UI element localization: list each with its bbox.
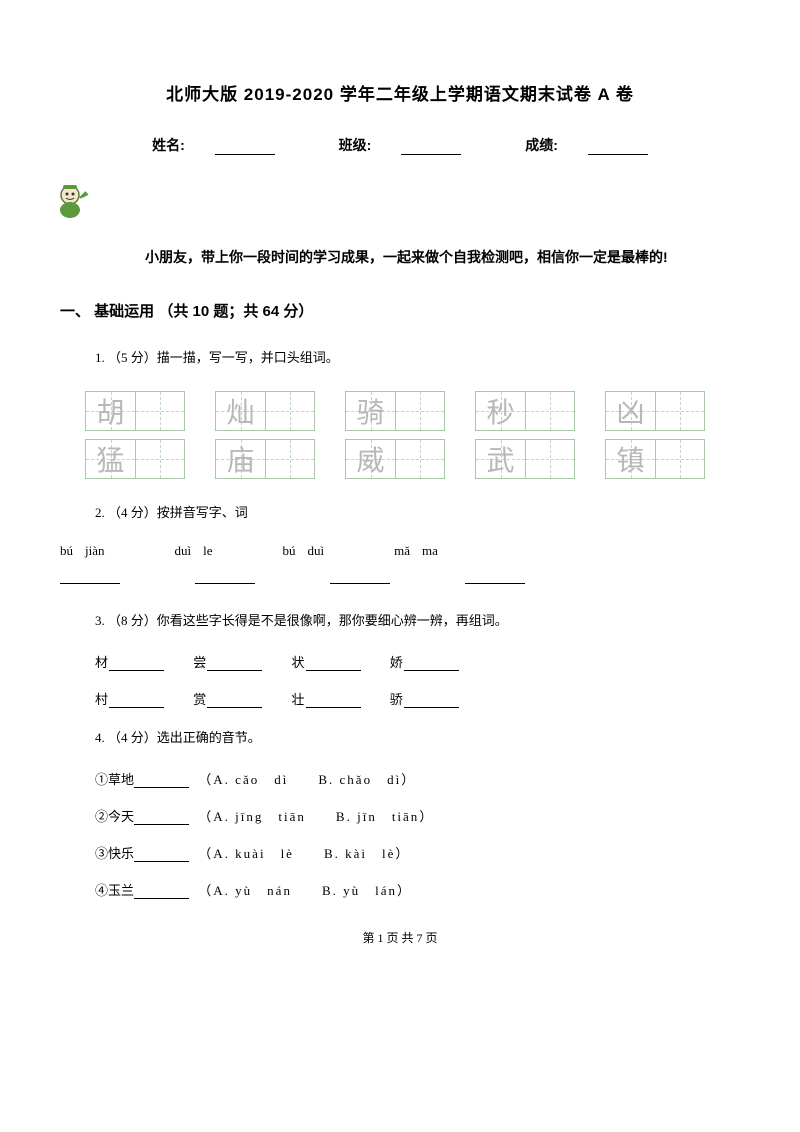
item-word: 草地 — [108, 772, 134, 787]
pinyin: duì — [175, 543, 192, 559]
char-cell: 胡 — [96, 391, 124, 431]
pinyin-blanks — [60, 567, 740, 584]
char-cell: 猛 — [96, 439, 124, 479]
char-cell: 庙 — [226, 439, 254, 479]
item-num: ④ — [95, 883, 108, 898]
answer-blank[interactable] — [465, 567, 525, 584]
char-write-cell[interactable] — [655, 439, 705, 479]
answer-blank[interactable] — [134, 774, 189, 788]
answer-blank[interactable] — [134, 811, 189, 825]
char-prompt: 赏 — [193, 689, 207, 708]
char-prompt: 壮 — [292, 689, 306, 708]
class-blank[interactable] — [401, 140, 461, 155]
student-info: 姓名: 班级: 成绩: — [60, 135, 740, 155]
mascot-icon — [50, 180, 90, 220]
answer-blank[interactable] — [109, 657, 164, 671]
q3-row1: 材 尝 状 娇 — [60, 652, 740, 671]
option-b[interactable]: B. kài lè — [324, 846, 395, 861]
q4-item-1: ①草地 （A. cǎo dì B. chǎo dì） — [60, 769, 740, 788]
q3-text: 3. （8 分）你看这些字长得是不是很像啊，那你要细心辨一辨，再组词。 — [60, 609, 740, 634]
page-footer: 第 1 页 共 7 页 — [60, 929, 740, 946]
char-prompt: 骄 — [390, 689, 404, 708]
score-blank[interactable] — [588, 140, 648, 155]
answer-blank[interactable] — [60, 567, 120, 584]
char-write-cell[interactable] — [265, 391, 315, 431]
pinyin-row: bújiàn duìle búduì mǎma — [60, 543, 740, 559]
option-a[interactable]: A. jīng tiān — [213, 809, 306, 824]
option-a[interactable]: A. cǎo dì — [213, 772, 288, 787]
char-prompt: 村 — [95, 689, 109, 708]
item-word: 快乐 — [108, 846, 134, 861]
char-cell: 凶 — [616, 391, 644, 431]
item-word: 今天 — [108, 809, 134, 824]
answer-blank[interactable] — [404, 657, 459, 671]
option-b[interactable]: B. chǎo dì — [318, 772, 401, 787]
char-write-cell[interactable] — [525, 439, 575, 479]
char-write-cell[interactable] — [135, 391, 185, 431]
char-write-cell[interactable] — [265, 439, 315, 479]
answer-blank[interactable] — [134, 885, 189, 899]
pinyin: duì — [308, 543, 325, 559]
char-prompt: 尝 — [193, 652, 207, 671]
answer-blank[interactable] — [306, 657, 361, 671]
char-cell: 威 — [356, 439, 384, 479]
intro-text: 小朋友，带上你一段时间的学习成果，一起来做个自我检测吧，相信你一定是最棒的! — [60, 240, 740, 275]
char-cell: 灿 — [226, 391, 254, 431]
char-practice-grid: 胡 猛 灿 庙 骑 威 秒 武 凶 镇 — [85, 391, 740, 479]
name-label: 姓名: — [152, 137, 185, 153]
answer-blank[interactable] — [109, 694, 164, 708]
char-write-cell[interactable] — [395, 439, 445, 479]
q4-item-2: ②今天 （A. jīng tiān B. jīn tiān） — [60, 806, 740, 825]
q4-item-4: ④玉兰 （A. yù nán B. yù lán） — [60, 880, 740, 899]
option-b[interactable]: B. yù lán — [322, 883, 397, 898]
q1-text: 1. （5 分）描一描，写一写，并口头组词。 — [60, 346, 740, 371]
page-title: 北师大版 2019-2020 学年二年级上学期语文期末试卷 A 卷 — [60, 80, 740, 105]
option-b[interactable]: B. jīn tiān — [336, 809, 419, 824]
answer-blank[interactable] — [306, 694, 361, 708]
q2-text: 2. （4 分）按拼音写字、词 — [60, 501, 740, 526]
mascot-row — [60, 180, 740, 225]
answer-blank[interactable] — [207, 694, 262, 708]
item-num: ② — [95, 809, 108, 824]
char-cell: 镇 — [616, 439, 644, 479]
pinyin: bú — [283, 543, 296, 559]
answer-blank[interactable] — [330, 567, 390, 584]
item-word: 玉兰 — [108, 883, 134, 898]
section-1-heading: 一、 基础运用 （共 10 题；共 64 分） — [60, 300, 740, 321]
q4-text: 4. （4 分）选出正确的音节。 — [60, 726, 740, 751]
pinyin: ma — [422, 543, 438, 559]
pinyin: jiàn — [85, 543, 105, 559]
item-num: ③ — [95, 846, 108, 861]
char-write-cell[interactable] — [525, 391, 575, 431]
option-a[interactable]: A. yù nán — [213, 883, 292, 898]
q4-item-3: ③快乐 （A. kuài lè B. kài lè） — [60, 843, 740, 862]
q3-row2: 村 赏 壮 骄 — [60, 689, 740, 708]
char-cell: 武 — [486, 439, 514, 479]
char-prompt: 状 — [292, 652, 306, 671]
char-write-cell[interactable] — [135, 439, 185, 479]
item-num: ① — [95, 772, 108, 787]
score-label: 成绩: — [525, 137, 558, 153]
char-cell: 秒 — [486, 391, 514, 431]
pinyin: le — [203, 543, 212, 559]
option-a[interactable]: A. kuài lè — [213, 846, 294, 861]
char-write-cell[interactable] — [655, 391, 705, 431]
class-label: 班级: — [339, 137, 372, 153]
answer-blank[interactable] — [404, 694, 459, 708]
char-prompt: 材 — [95, 652, 109, 671]
answer-blank[interactable] — [195, 567, 255, 584]
pinyin: bú — [60, 543, 73, 559]
answer-blank[interactable] — [134, 848, 189, 862]
pinyin: mǎ — [394, 543, 410, 559]
char-prompt: 娇 — [390, 652, 404, 671]
char-cell: 骑 — [356, 391, 384, 431]
name-blank[interactable] — [215, 140, 275, 155]
answer-blank[interactable] — [207, 657, 262, 671]
char-write-cell[interactable] — [395, 391, 445, 431]
